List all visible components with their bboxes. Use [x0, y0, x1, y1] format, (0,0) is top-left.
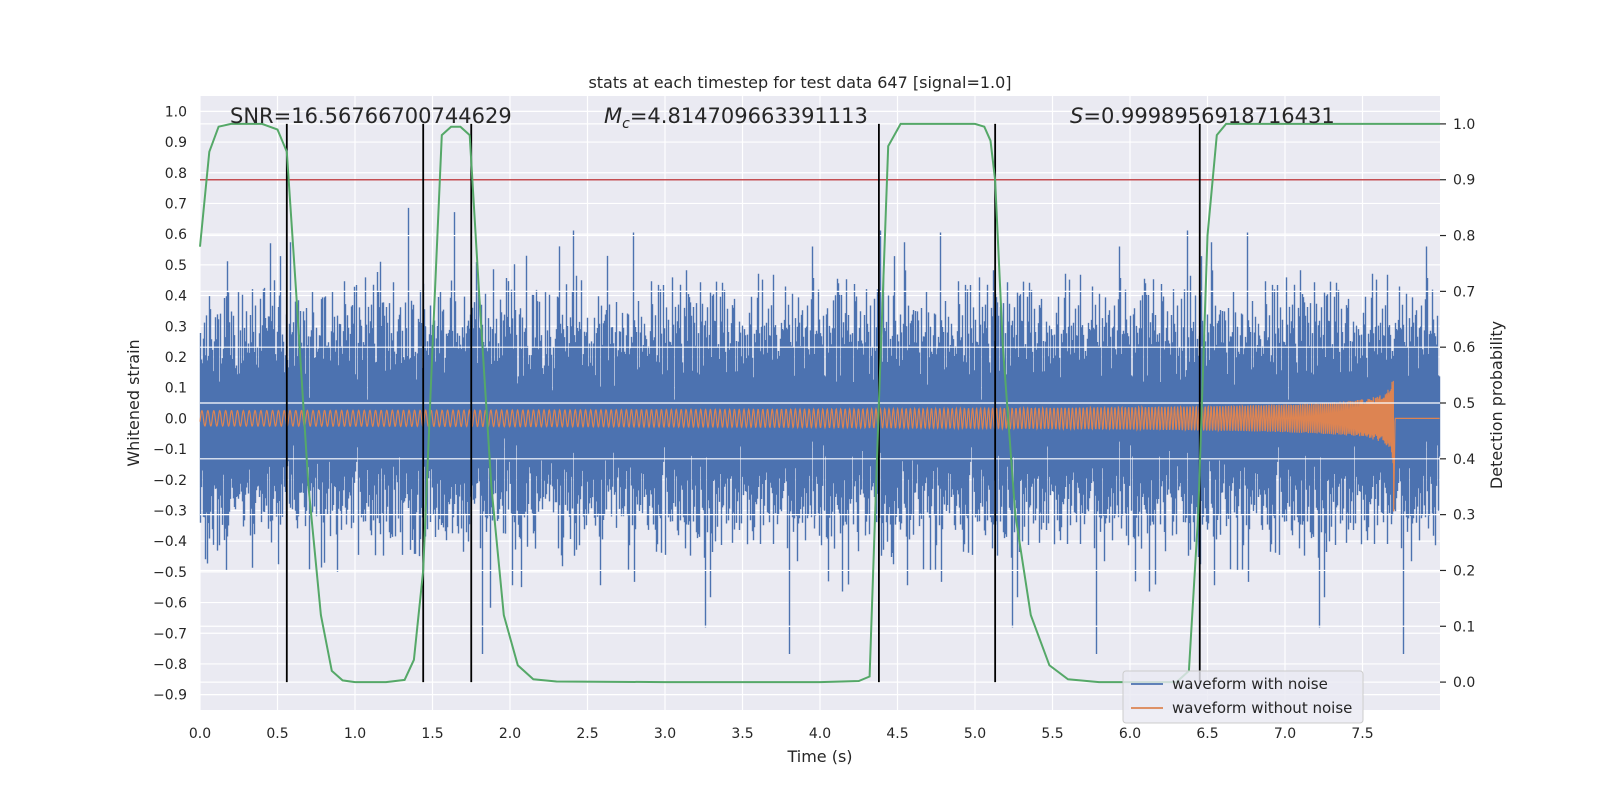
y-right-tick-label: 0.7	[1453, 284, 1475, 300]
y-right-tick-label: 0.0	[1453, 675, 1475, 691]
x-tick-label: 1.0	[344, 726, 366, 742]
y-left-tick-label: −0.3	[153, 503, 187, 519]
x-tick-label: 7.5	[1351, 726, 1373, 742]
clean-waveform-line	[199, 380, 1440, 512]
y-right-tick-label: 0.1	[1453, 619, 1475, 635]
y-left-tick-label: −0.1	[153, 442, 187, 458]
y-left-tick-label: −0.4	[153, 534, 187, 550]
y-left-axis-ticks: 1.0 0.9 0.8 0.7 0.6 0.5 0.4 0.3 0.2 0.1 0.0 −0.1 −0.…	[153, 104, 187, 703]
detection-probability-series	[199, 122, 1440, 684]
legend-label-clean: waveform without noise	[1172, 699, 1352, 717]
y-right-axis-ticks: 1.0 0.9 0.8 0.7 0.6 0.5 0.4 0.3 0.2 0.1 0.0	[1440, 117, 1475, 691]
y-left-tick-label: −0.9	[153, 688, 187, 704]
y-left-tick-label: 0.7	[165, 196, 187, 212]
x-tick-label: 4.0	[809, 726, 831, 742]
x-tick-label: 6.0	[1119, 726, 1141, 742]
legend: waveform with noise waveform without noi…	[1122, 670, 1364, 724]
x-tick-label: 3.0	[654, 726, 676, 742]
y-right-tick-label: 0.8	[1453, 229, 1475, 245]
x-axis-label: Time (s)	[786, 747, 852, 766]
y-right-tick-label: 0.4	[1453, 452, 1475, 468]
y-left-tick-label: 1.0	[165, 104, 187, 120]
y-left-tick-label: 0.4	[165, 289, 187, 305]
chirp-mass-symbol: M	[604, 104, 622, 128]
y-left-tick-label: 0.0	[165, 411, 187, 427]
y-left-tick-label: 0.5	[165, 258, 187, 274]
legend-box	[1122, 670, 1364, 724]
waveform-without-noise-series	[199, 380, 1440, 512]
y-left-tick-label: −0.5	[153, 565, 187, 581]
y-right-tick-label: 0.3	[1453, 508, 1475, 524]
chirp-mass-subscript: c	[622, 116, 630, 132]
score-symbol: S	[1070, 104, 1083, 128]
y-left-tick-label: 0.1	[165, 381, 187, 397]
boundary-lines	[285, 123, 1201, 683]
x-axis-ticks: 0.0 0.5 1.0 1.5 2.0 2.5 3.0 3.5 4.0 4.5 5.0 5.5 6.0 6…	[189, 726, 1374, 742]
chirp-mass-annotation: Mc=4.814709663391113	[604, 104, 868, 132]
x-tick-label: 1.5	[421, 726, 443, 742]
y-left-tick-label: 0.2	[165, 350, 187, 366]
x-tick-label: 5.0	[964, 726, 986, 742]
x-tick-label: 2.5	[576, 726, 598, 742]
y-right-tick-label: 0.6	[1453, 340, 1475, 356]
x-tick-label: 6.5	[1196, 726, 1218, 742]
x-tick-label: 2.0	[499, 726, 521, 742]
chart-title: stats at each timestep for test data 647…	[588, 73, 1011, 92]
x-tick-label: 0.5	[266, 726, 288, 742]
y-right-axis-label: Detection probability	[1487, 321, 1506, 489]
y-left-tick-label: 0.8	[165, 166, 187, 182]
y-left-tick-label: 0.6	[165, 227, 187, 243]
y-left-tick-label: 0.9	[165, 135, 187, 151]
y-left-tick-label: −0.6	[153, 596, 187, 612]
y-right-tick-label: 0.5	[1453, 396, 1475, 412]
detection-probability-line	[199, 122, 1440, 684]
x-tick-label: 4.5	[886, 726, 908, 742]
y-right-tick-label: 1.0	[1453, 117, 1475, 133]
x-tick-label: 0.0	[189, 726, 211, 742]
y-left-tick-label: 0.3	[165, 319, 187, 335]
score-annotation: S=0.9998956918716431	[1070, 104, 1335, 128]
y-right-tick-label: 0.9	[1453, 173, 1475, 189]
y-left-tick-label: −0.8	[153, 657, 187, 673]
y-right-tick-label: 0.2	[1453, 563, 1475, 579]
score-value: =0.9998956918716431	[1083, 104, 1334, 128]
y-left-axis-label: Whitened strain	[124, 339, 143, 466]
chirp-mass-value: =4.814709663391113	[630, 104, 868, 128]
x-tick-label: 7.0	[1274, 726, 1296, 742]
y-left-tick-label: −0.2	[153, 473, 187, 489]
snr-annotation: SNR=16.56766700744629	[230, 104, 512, 128]
y-left-tick-label: −0.7	[153, 626, 187, 642]
x-tick-label: 3.5	[731, 726, 753, 742]
x-tick-label: 5.5	[1041, 726, 1063, 742]
legend-label-noise: waveform with noise	[1172, 675, 1328, 693]
